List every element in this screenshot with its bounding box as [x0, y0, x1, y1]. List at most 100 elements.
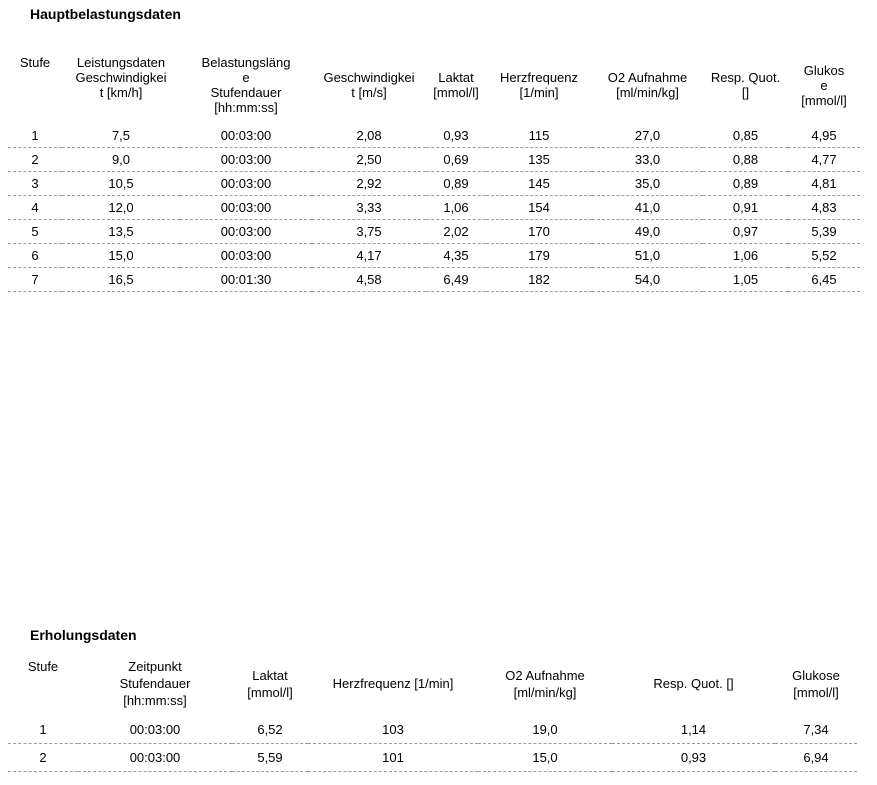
recovery-section-title: Erholungsdaten	[30, 627, 137, 643]
cell: 5	[8, 219, 62, 244]
cell: 5,39	[788, 219, 860, 244]
column-header: Glukose [mmol/l]	[792, 667, 840, 700]
column-header: Herzfrequenz [1/min]	[499, 70, 579, 100]
column-header: Leistungsdaten Geschwindigkei t [km/h]	[75, 55, 167, 100]
cell: 00:03:00	[180, 124, 312, 148]
cell: 54,0	[592, 267, 703, 292]
cell: 6,45	[788, 267, 860, 292]
cell: 00:03:00	[180, 219, 312, 244]
cell: 3,33	[312, 195, 426, 220]
cell: 4,77	[788, 147, 860, 172]
cell: 27,0	[592, 124, 703, 148]
cell: 35,0	[592, 171, 703, 196]
main-load-table: Stufe Leistungsdaten Geschwindigkei t [km…	[8, 55, 860, 292]
cell: 1,05	[703, 267, 788, 292]
cell: 5,52	[788, 243, 860, 268]
cell: 4,35	[426, 243, 486, 268]
recovery-table-header-row: Stufe Zeitpunkt Stufendauer [hh:mm:ss] Lak…	[8, 658, 857, 716]
main-table-header-row: Stufe Leistungsdaten Geschwindigkei t [km…	[8, 55, 860, 124]
main-load-section-title: Hauptbelastungsdaten	[30, 6, 181, 22]
cell: 6,94	[775, 743, 857, 772]
cell: 2,02	[426, 219, 486, 244]
cell: 0,97	[703, 219, 788, 244]
table-row: 1 00:03:00 6,52 103 19,0 1,14 7,34	[8, 716, 857, 744]
cell: 0,93	[612, 743, 775, 772]
cell: 4	[8, 195, 62, 220]
cell: 1,14	[612, 716, 775, 744]
cell: 41,0	[592, 195, 703, 220]
cell: 182	[486, 267, 592, 292]
cell: 5,59	[232, 743, 308, 772]
table-row: 2 00:03:00 5,59 101 15,0 0,93 6,94	[8, 743, 857, 772]
cell: 1,06	[426, 195, 486, 220]
cell: 16,5	[62, 267, 180, 292]
column-header: O2 Aufnahme [ml/min/kg]	[607, 70, 688, 100]
cell: 00:01:30	[180, 267, 312, 292]
column-header: Geschwindigkei t [m/s]	[323, 70, 415, 100]
cell: 2	[8, 743, 78, 772]
cell: 2	[8, 147, 62, 172]
cell: 103	[308, 716, 478, 744]
cell: 115	[486, 124, 592, 148]
table-row: 4 12,0 00:03:00 3,33 1,06 154 41,0 0,91 4,83	[8, 195, 860, 220]
cell: 4,17	[312, 243, 426, 268]
column-header: Laktat [mmol/l]	[433, 70, 479, 100]
cell: 0,85	[703, 124, 788, 148]
cell: 170	[486, 219, 592, 244]
column-header: O2 Aufnahme [ml/min/kg]	[505, 667, 585, 700]
table-row: 5 13,5 00:03:00 3,75 2,02 170 49,0 0,97 5,39	[8, 219, 860, 244]
cell: 6,49	[426, 267, 486, 292]
table-row: 2 9,0 00:03:00 2,50 0,69 135 33,0 0,88 4,77	[8, 147, 860, 172]
table-row: 1 7,5 00:03:00 2,08 0,93 115 27,0 0,85 4,95	[8, 124, 860, 148]
cell: 0,88	[703, 147, 788, 172]
column-header: Laktat [mmol/l]	[247, 667, 293, 700]
cell: 1	[8, 716, 78, 744]
recovery-table: Stufe Zeitpunkt Stufendauer [hh:mm:ss] Lak…	[8, 658, 857, 772]
cell: 15,0	[62, 243, 180, 268]
cell: 15,0	[478, 743, 612, 772]
cell: 3,75	[312, 219, 426, 244]
cell: 1,06	[703, 243, 788, 268]
cell: 00:03:00	[180, 243, 312, 268]
cell: 4,81	[788, 171, 860, 196]
cell: 0,91	[703, 195, 788, 220]
column-header: Stufe	[19, 55, 51, 70]
cell: 7,5	[62, 124, 180, 148]
cell: 33,0	[592, 147, 703, 172]
column-header: Stufe	[27, 659, 59, 674]
table-row: 3 10,5 00:03:00 2,92 0,89 145 35,0 0,89 4,81	[8, 171, 860, 196]
cell: 00:03:00	[78, 716, 232, 744]
cell: 4,83	[788, 195, 860, 220]
cell: 00:03:00	[78, 743, 232, 772]
cell: 6,52	[232, 716, 308, 744]
cell: 179	[486, 243, 592, 268]
cell: 145	[486, 171, 592, 196]
column-header: Zeitpunkt Stufendauer [hh:mm:ss]	[119, 659, 191, 708]
column-header: Resp. Quot. []	[710, 70, 781, 100]
cell: 0,69	[426, 147, 486, 172]
cell: 51,0	[592, 243, 703, 268]
table-row: 7 16,5 00:01:30 4,58 6,49 182 54,0 1,05 6,45	[8, 267, 860, 292]
cell: 9,0	[62, 147, 180, 172]
column-header: Glukos e [mmol/l]	[801, 62, 847, 108]
cell: 4,95	[788, 124, 860, 148]
cell: 00:03:00	[180, 147, 312, 172]
cell: 1	[8, 124, 62, 148]
column-header: Herzfrequenz [1/min]	[332, 676, 454, 691]
cell: 00:03:00	[180, 195, 312, 220]
cell: 101	[308, 743, 478, 772]
column-header: Belastungsläng e Stufendauer [hh:mm:ss]	[201, 55, 291, 115]
cell: 2,92	[312, 171, 426, 196]
cell: 4,58	[312, 267, 426, 292]
cell: 00:03:00	[180, 171, 312, 196]
table-row: 6 15,0 00:03:00 4,17 4,35 179 51,0 1,06 5,52	[8, 243, 860, 268]
cell: 154	[486, 195, 592, 220]
cell: 0,89	[426, 171, 486, 196]
column-header: Resp. Quot. []	[653, 676, 734, 691]
cell: 49,0	[592, 219, 703, 244]
cell: 7	[8, 267, 62, 292]
cell: 2,08	[312, 124, 426, 148]
cell: 0,93	[426, 124, 486, 148]
cell: 13,5	[62, 219, 180, 244]
